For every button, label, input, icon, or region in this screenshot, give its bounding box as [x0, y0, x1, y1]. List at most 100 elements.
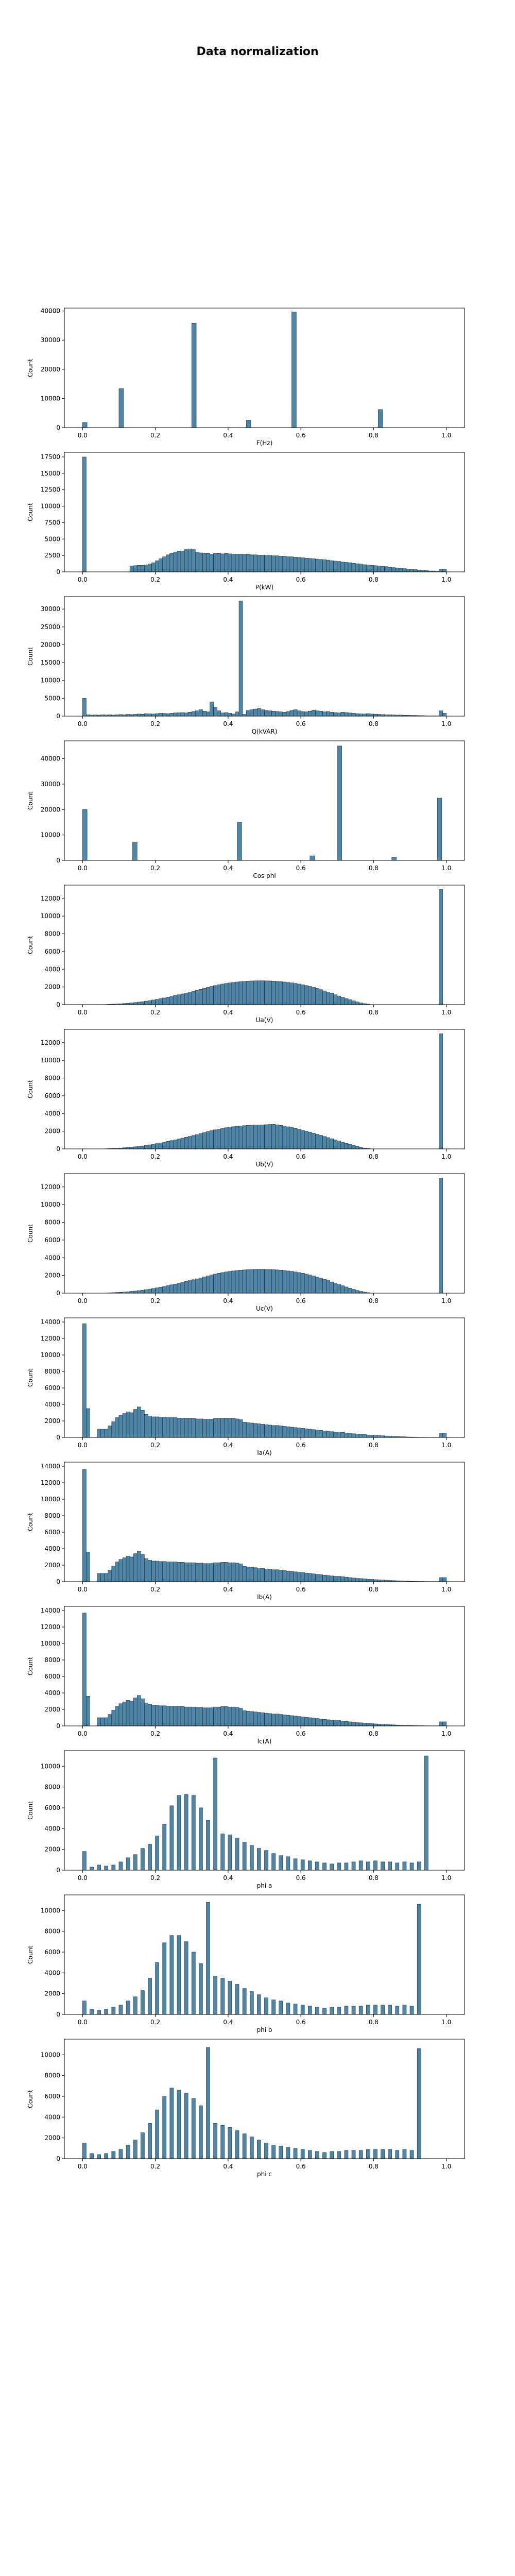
histogram-bar — [271, 2145, 276, 2159]
histogram-bar — [271, 1425, 276, 1438]
histogram-bar — [333, 1720, 338, 1726]
histogram-bar — [155, 1705, 159, 1726]
y-tick-label: 5000 — [44, 535, 60, 543]
histogram-bar — [439, 889, 443, 1005]
histogram-bar — [282, 1270, 287, 1294]
y-axis-label: Count — [27, 936, 34, 954]
x-tick-label: 0.8 — [369, 2163, 379, 2170]
histogram-bar — [326, 1719, 330, 1726]
histogram-bar — [326, 711, 330, 717]
x-axis-label: Ub(V) — [256, 1161, 273, 1168]
subplot-10: 0.0 0.2 0.4 0.6 0.8 1.0 0 2000 4000 6000 8000 10000… — [27, 1606, 465, 1745]
histogram-bar — [202, 711, 207, 717]
histogram-bar — [351, 563, 356, 572]
histogram-bar — [220, 1128, 225, 1149]
subplot-3: 0.0 0.2 0.4 0.6 0.8 1.0 0 5000 10000 15000 20000 25… — [27, 596, 465, 735]
histogram-bar — [155, 2109, 159, 2159]
histogram-bar — [180, 1138, 185, 1149]
histogram-bar — [141, 1848, 145, 1871]
y-tick-label: 10000 — [41, 1057, 60, 1064]
subplot-9: 0.0 0.2 0.4 0.6 0.8 1.0 0 2000 4000 6000 8000 10000… — [27, 1462, 465, 1601]
histogram-bar — [155, 713, 159, 717]
histogram-bar — [151, 562, 156, 572]
y-tick-label: 10000 — [41, 1351, 60, 1359]
histogram-bar — [253, 1711, 258, 1726]
histogram-bar — [351, 713, 356, 717]
histogram-bar — [206, 711, 210, 717]
histogram-bar — [297, 557, 301, 572]
histogram-bar — [180, 712, 185, 717]
histogram-bar — [300, 557, 305, 572]
histogram-bar — [366, 713, 370, 717]
y-tick-label: 40000 — [41, 308, 60, 315]
histogram-bar — [358, 714, 363, 717]
histogram-bar — [169, 1935, 174, 2015]
histogram-bar — [344, 1862, 349, 1871]
histogram-bar — [315, 1718, 319, 1726]
histogram-bar — [253, 708, 258, 717]
histogram-bar — [249, 2137, 254, 2159]
histogram-bar — [348, 1577, 352, 1582]
y-tick-label: 8000 — [44, 1512, 60, 1519]
histogram-bar — [217, 553, 221, 572]
histogram-bar — [235, 554, 239, 572]
histogram-bar — [275, 1425, 280, 1438]
histogram-bar — [358, 2006, 363, 2015]
histogram-bar — [242, 981, 247, 1005]
histogram-bar — [442, 1577, 447, 1582]
histogram-bar — [111, 2007, 116, 2015]
histogram-bar — [162, 1705, 167, 1726]
histogram-bar — [235, 1418, 239, 1438]
histogram-bar — [202, 988, 207, 1005]
y-tick-label: 8000 — [44, 930, 60, 938]
histogram-bar — [206, 987, 210, 1005]
histogram-bar — [268, 710, 272, 717]
histogram-bar — [242, 2133, 247, 2159]
histogram-bar — [177, 1935, 181, 2015]
histogram-bar — [126, 2145, 130, 2159]
y-axis-label: Count — [27, 1801, 34, 1820]
histogram-bar — [228, 553, 232, 572]
histogram-bar — [235, 711, 239, 717]
histogram-bar — [184, 549, 188, 572]
histogram-bar — [231, 982, 236, 1005]
histogram-bar — [191, 991, 196, 1005]
histogram-bar — [289, 556, 294, 572]
histogram-bar — [246, 1269, 250, 1294]
histogram-bar — [322, 560, 327, 572]
histogram-bar — [169, 2088, 174, 2159]
histogram-bar — [151, 1288, 156, 1294]
subplot-8: 0.0 0.2 0.4 0.6 0.8 1.0 0 2000 4000 6000 8000 10000… — [27, 1317, 465, 1456]
histogram-bar — [191, 1418, 196, 1438]
histogram-bar — [213, 1418, 217, 1438]
histogram-bar — [224, 983, 229, 1005]
histogram-bar — [384, 566, 388, 572]
y-tick-label: 2000 — [44, 1562, 60, 1569]
histogram-bar — [373, 1579, 377, 1582]
histogram-bar — [159, 998, 163, 1005]
histogram-bar — [133, 1002, 138, 1005]
histogram-bar — [395, 568, 400, 572]
histogram-bar — [439, 710, 443, 717]
histogram-bar — [213, 985, 217, 1005]
histogram-bar — [217, 1273, 221, 1294]
subplot-6: 0.0 0.2 0.4 0.6 0.8 1.0 0 2000 4000 6000 8000 10000… — [27, 1029, 465, 1168]
histogram-bar — [373, 1860, 377, 1871]
histogram-bar — [330, 1431, 334, 1438]
histogram-bar — [286, 1426, 290, 1438]
histogram-bar — [340, 1285, 345, 1294]
x-tick-label: 0.8 — [369, 576, 379, 583]
histogram-bar — [166, 1285, 170, 1294]
y-tick-label: 0 — [56, 2011, 60, 2018]
histogram-bar — [326, 1431, 330, 1438]
histogram-bar — [355, 1146, 359, 1149]
histogram-bar — [228, 1981, 232, 2015]
histogram-bar — [141, 714, 145, 717]
histogram-bar — [166, 997, 170, 1005]
y-tick-label: 10000 — [41, 1496, 60, 1503]
histogram-bar — [358, 1722, 363, 1726]
histogram-bar — [381, 2149, 385, 2159]
histogram-bar — [136, 1406, 141, 1438]
histogram-bar — [220, 984, 225, 1005]
